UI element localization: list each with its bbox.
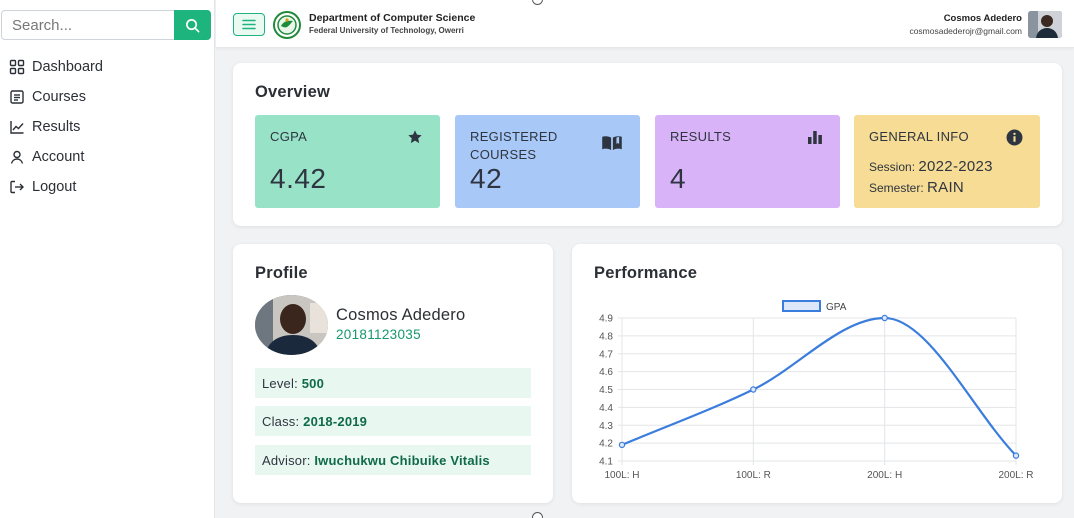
class-label: Class: [262,414,300,429]
search-bar [1,10,211,40]
y-tick-label: 4.3 [599,421,613,432]
y-tick-label: 4.7 [599,349,613,360]
user-icon [10,150,24,164]
university-name: Federal University of Technology, Owerri [309,26,464,35]
cgpa-tile: CGPA 4.42 [255,115,440,208]
sidebar-item-label: Courses [32,89,86,105]
registered-courses-tile: REGISTERED COURSES 42 [455,115,640,208]
level-value: 500 [301,376,324,391]
profile-title: Profile [255,264,308,282]
profile-avatar [255,295,328,355]
search-button[interactable] [174,10,211,40]
top-header: Department of Computer Science Federal U… [216,0,1074,48]
semester-row: Semester: RAIN [869,179,964,196]
sidebar-item-results[interactable]: Results [9,112,103,142]
x-tick-label: 200L: H [867,470,902,481]
y-tick-label: 4.5 [599,385,613,396]
profile-photo [255,295,328,355]
registered-label-line1: REGISTERED [470,129,558,144]
menu-toggle-button[interactable] [233,13,265,36]
department-info: Department of Computer Science Federal U… [309,12,475,37]
sidebar-item-label: Account [32,149,85,165]
star-icon [408,130,422,144]
user-email: cosmosadederojr@gmail.com [909,26,1022,36]
registered-label-line2: COURSES [470,147,537,162]
performance-card: Performance 4.1 4.2 4.3 4.4 4.5 4.6 4.7 4.8 4.9 1… [572,244,1062,503]
advisor-label: Advisor: [262,453,311,468]
avatar-photo [1028,11,1062,38]
level-label: Level: [262,376,298,391]
x-tick-label: 200L: R [998,470,1033,481]
profile-level-row: Level: 500 [255,368,531,398]
sidebar-item-label: Results [32,119,81,135]
registered-label: REGISTERED COURSES [470,128,558,164]
legend-label: GPA [826,302,847,313]
profile-name: Cosmos Adedero [336,306,466,324]
info-icon [1006,129,1023,146]
sidebar-item-label: Logout [32,179,77,195]
gpa-data-point [750,386,757,393]
header-avatar[interactable] [1028,11,1062,38]
profile-reg-number: 20181123035 [336,327,421,342]
sidebar-item-courses[interactable]: Courses [9,82,103,112]
sidebar: Dashboard Courses Results Account [0,0,215,518]
sidebar-item-dashboard[interactable]: Dashboard [9,52,103,82]
performance-chart: 4.1 4.2 4.3 4.4 4.5 4.6 4.7 4.8 4.9 100L: H 100L: … [599,300,1034,481]
profile-class-row: Class: 2018-2019 [255,406,531,436]
gpa-data-point [881,314,888,322]
y-tick-label: 4.2 [599,439,613,450]
general-info-label: GENERAL INFO [869,129,969,144]
search-input[interactable] [1,10,174,40]
university-logo [273,11,301,39]
results-tile: RESULTS 4 [655,115,840,208]
cgpa-value: 4.42 [270,163,327,194]
class-value: 2018-2019 [303,414,368,429]
results-value: 4 [670,163,687,194]
user-info[interactable]: Cosmos Adedero cosmosadederojr@gmail.com [909,13,1022,37]
department-name: Department of Computer Science [309,12,476,24]
grid-icon [9,59,25,75]
sidebar-item-label: Dashboard [32,59,103,75]
session-value: 2022-2023 [918,158,993,175]
semester-value: RAIN [927,179,965,196]
sidebar-item-logout[interactable]: Logout [9,172,103,202]
sidebar-nav: Dashboard Courses Results Account [9,52,103,202]
profile-advisor-row: Advisor: Iwuchukwu Chibuike Vitalis [255,445,531,475]
cgpa-label: CGPA [270,129,308,144]
gpa-series-line [621,316,1017,457]
profile-card: Profile Cosmos Adedero 20181123035 Level… [233,244,553,503]
y-tick-label: 4.9 [599,314,613,325]
book-icon [602,136,622,151]
session-row: Session: 2022-2023 [869,158,993,175]
hamburger-icon [242,19,256,30]
x-tick-label: 100L: H [604,470,639,481]
logout-icon [10,180,24,194]
x-tick-label: 100L: R [736,470,771,481]
y-tick-label: 4.1 [599,457,613,468]
y-tick-label: 4.4 [599,403,613,414]
general-info-tile: GENERAL INFO Session: 2022-2023 Semester… [854,115,1040,208]
registered-value: 42 [470,163,503,194]
resize-handle-bottom[interactable] [532,512,543,518]
session-label: Session: [869,160,916,174]
overview-card: Overview CGPA 4.42 REGISTERED COURSES 42… [233,63,1062,226]
user-name: Cosmos Adedero [943,13,1022,24]
search-icon [186,18,200,32]
performance-title: Performance [594,264,698,282]
y-tick-label: 4.6 [599,367,613,378]
advisor-value: Iwuchukwu Chibuike Vitalis [314,453,490,468]
gpa-data-point [618,441,626,449]
overview-title: Overview [255,83,330,101]
bar-chart-icon [808,131,822,144]
chart-line-icon [10,121,24,134]
y-tick-label: 4.8 [599,331,613,342]
sidebar-item-account[interactable]: Account [9,142,103,172]
gpa-data-point [1012,452,1020,459]
legend-swatch [782,300,821,312]
list-icon [10,90,24,104]
results-label: RESULTS [670,129,732,144]
semester-label: Semester: [869,181,924,195]
